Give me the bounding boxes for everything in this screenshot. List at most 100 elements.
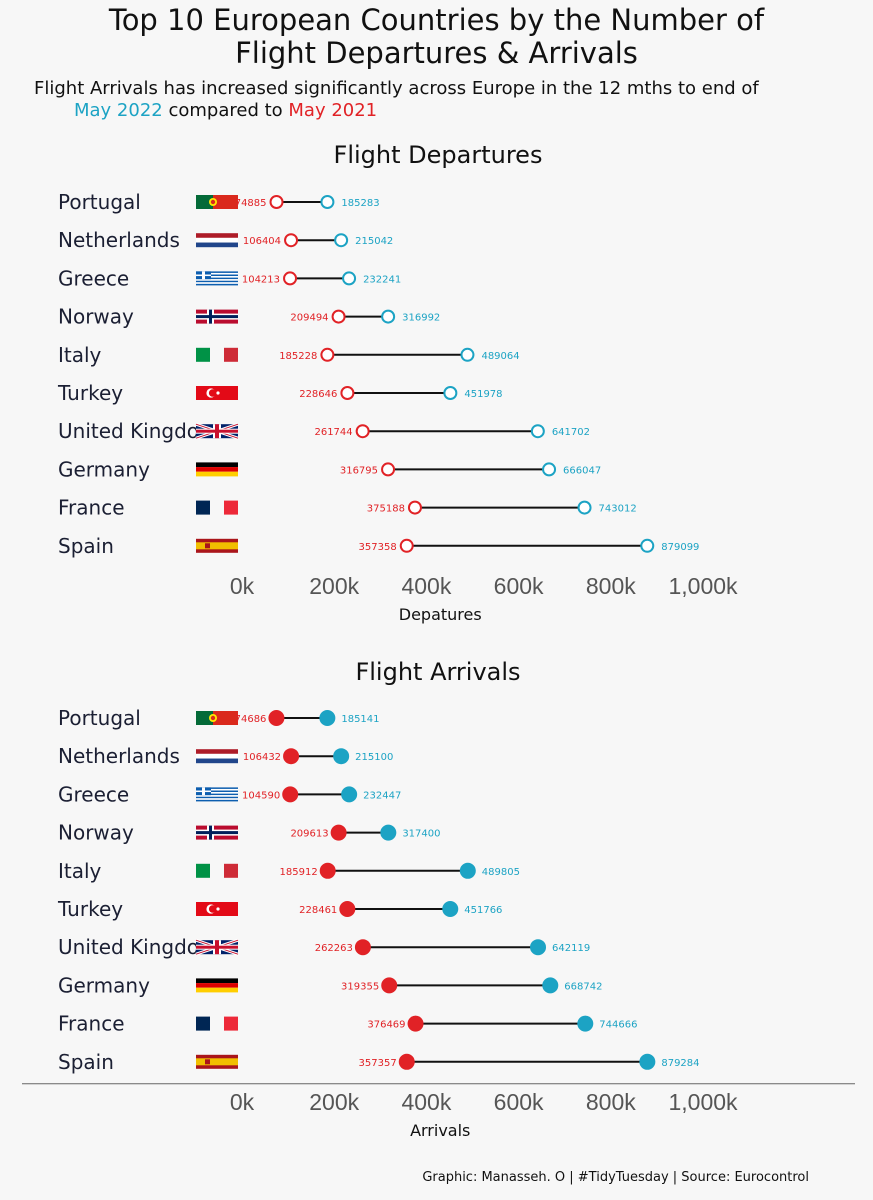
departures-point-2022 <box>460 347 475 362</box>
flag-united-kingdom-icon <box>195 422 239 440</box>
departures-value-label-2022: 185283 <box>341 198 379 209</box>
arrivals-point-2021 <box>354 939 371 956</box>
departures-point-2022 <box>320 195 335 209</box>
flag-germany-icon <box>196 978 238 993</box>
arrivals-point-2021 <box>283 748 300 765</box>
departures-country-label: France <box>58 496 125 520</box>
departures-value-label-2022: 879099 <box>661 542 699 553</box>
arrivals-value-label-2021: 209613 <box>290 829 328 840</box>
arrivals-value-label-2022: 744666 <box>599 1020 637 1031</box>
subtitle-line-1: Flight Arrivals has increased significan… <box>34 78 759 99</box>
arrivals-value-label-2021: 185912 <box>280 867 318 878</box>
arrivals-country-label: Netherlands <box>58 744 180 768</box>
departures-point-2021 <box>283 271 298 286</box>
departures-point-2022 <box>342 271 357 286</box>
chart-title: Top 10 European Countries by the Number … <box>0 4 873 70</box>
arrivals-point-2021 <box>407 1015 424 1032</box>
departures-value-label-2021: 357358 <box>359 542 397 553</box>
arrivals-value-label-2021: 106432 <box>243 752 281 763</box>
departures-x-tick-label: 800k <box>586 573 636 599</box>
arrivals-value-label-2022: 879284 <box>661 1058 699 1069</box>
arrivals-point-2022 <box>530 939 547 956</box>
departures-point-2022 <box>381 309 396 324</box>
departures-point-2021 <box>381 462 396 477</box>
source-caption: Graphic: Manasseh. O | #TidyTuesday | So… <box>422 1170 809 1185</box>
departures-point-2021 <box>399 538 414 553</box>
departures-point-2021 <box>284 233 299 248</box>
arrivals-point-2021 <box>330 824 347 841</box>
arrivals-value-label-2021: 228461 <box>299 905 337 916</box>
departures-country-label: Netherlands <box>58 228 180 252</box>
title-line-1: Top 10 European Countries by the Number … <box>108 3 765 37</box>
departures-point-2021 <box>355 424 370 439</box>
flag-norway-icon <box>196 309 238 324</box>
arrivals-value-label-2022: 232447 <box>363 790 401 801</box>
departures-country-label: Turkey <box>57 381 123 405</box>
flag-netherlands-icon <box>196 749 238 764</box>
departures-value-label-2022: 489064 <box>481 351 519 362</box>
arrivals-point-2022 <box>639 1053 656 1070</box>
arrivals-panel-title: Flight Arrivals <box>355 658 520 686</box>
departures-point-2022 <box>334 233 349 248</box>
arrivals-point-2022 <box>319 710 336 726</box>
arrivals-point-2021 <box>282 786 299 803</box>
departures-country-label: Germany <box>58 457 150 481</box>
arrivals-point-2022 <box>542 977 559 994</box>
arrivals-value-label-2021: 357357 <box>359 1058 397 1069</box>
departures-value-label-2022: 641702 <box>552 427 590 438</box>
flag-united-kingdom-icon <box>195 938 239 956</box>
departures-point-2021 <box>340 386 355 400</box>
departures-value-label-2022: 451978 <box>464 389 502 400</box>
arrivals-value-label-2021: 319355 <box>341 981 379 992</box>
flag-italy-icon <box>196 863 238 878</box>
departures-value-label-2021: 209494 <box>290 313 328 324</box>
departures-country-label: Norway <box>58 305 134 329</box>
subtitle-line-2: May 2022 compared to May 2021 <box>34 100 759 122</box>
arrivals-country-label: Italy <box>58 859 102 883</box>
arrivals-point-2022 <box>459 862 476 879</box>
arrivals-x-tick-label: 0k <box>230 1089 255 1115</box>
flag-norway-icon <box>196 825 238 840</box>
departures-point-2022 <box>542 462 557 477</box>
arrivals-x-tick-label: 800k <box>586 1089 636 1115</box>
arrivals-value-label-2022: 451766 <box>464 905 502 916</box>
departures-point-2021 <box>331 309 346 324</box>
departures-x-tick-label: 200k <box>309 573 359 599</box>
departures-country-label: Spain <box>58 534 114 558</box>
flag-turkey-icon <box>196 386 238 400</box>
arrivals-point-2022 <box>442 901 459 917</box>
departures-value-label-2021: 316795 <box>340 465 378 476</box>
departures-value-label-2021: 375188 <box>367 504 405 515</box>
flag-greece-icon <box>196 787 238 802</box>
departures-value-label-2021: 104213 <box>242 274 280 285</box>
departures-value-label-2021: 74885 <box>235 198 267 209</box>
departures-x-tick-label: 600k <box>494 573 544 599</box>
arrivals-value-label-2021: 262263 <box>315 943 353 954</box>
departures-x-tick-label: 1,000k <box>668 573 738 599</box>
departures-x-tick-label: 0k <box>230 573 255 599</box>
departures-point-2022 <box>443 386 458 400</box>
arrivals-x-axis-title: Arrivals <box>410 1121 470 1140</box>
departures-country-label: United Kingdom <box>58 419 219 443</box>
flag-italy-icon <box>196 347 238 362</box>
departures-value-label-2021: 261744 <box>314 427 352 438</box>
departures-point-2022 <box>530 424 545 439</box>
arrivals-point-2021 <box>381 977 398 994</box>
arrivals-value-label-2022: 215100 <box>355 752 393 763</box>
arrivals-value-label-2022: 489805 <box>482 867 520 878</box>
flag-turkey-icon <box>196 902 238 916</box>
arrivals-value-label-2021: 376469 <box>367 1020 405 1031</box>
departures-country-label: Portugal <box>58 190 141 214</box>
departures-value-label-2022: 232241 <box>363 274 401 285</box>
departures-point-2021 <box>269 195 284 209</box>
departures-value-label-2022: 666047 <box>563 465 601 476</box>
departures-value-label-2021: 228646 <box>299 389 337 400</box>
arrivals-country-label: France <box>58 1012 125 1036</box>
arrivals-country-label: United Kingdom <box>58 935 219 959</box>
subtitle-compared: compared to <box>162 100 289 121</box>
departures-value-label-2022: 743012 <box>599 504 637 515</box>
flag-spain-icon <box>196 1054 238 1069</box>
flag-portugal-icon <box>196 195 238 209</box>
arrivals-x-tick-label: 1,000k <box>668 1089 738 1115</box>
arrivals-point-2022 <box>333 748 350 765</box>
